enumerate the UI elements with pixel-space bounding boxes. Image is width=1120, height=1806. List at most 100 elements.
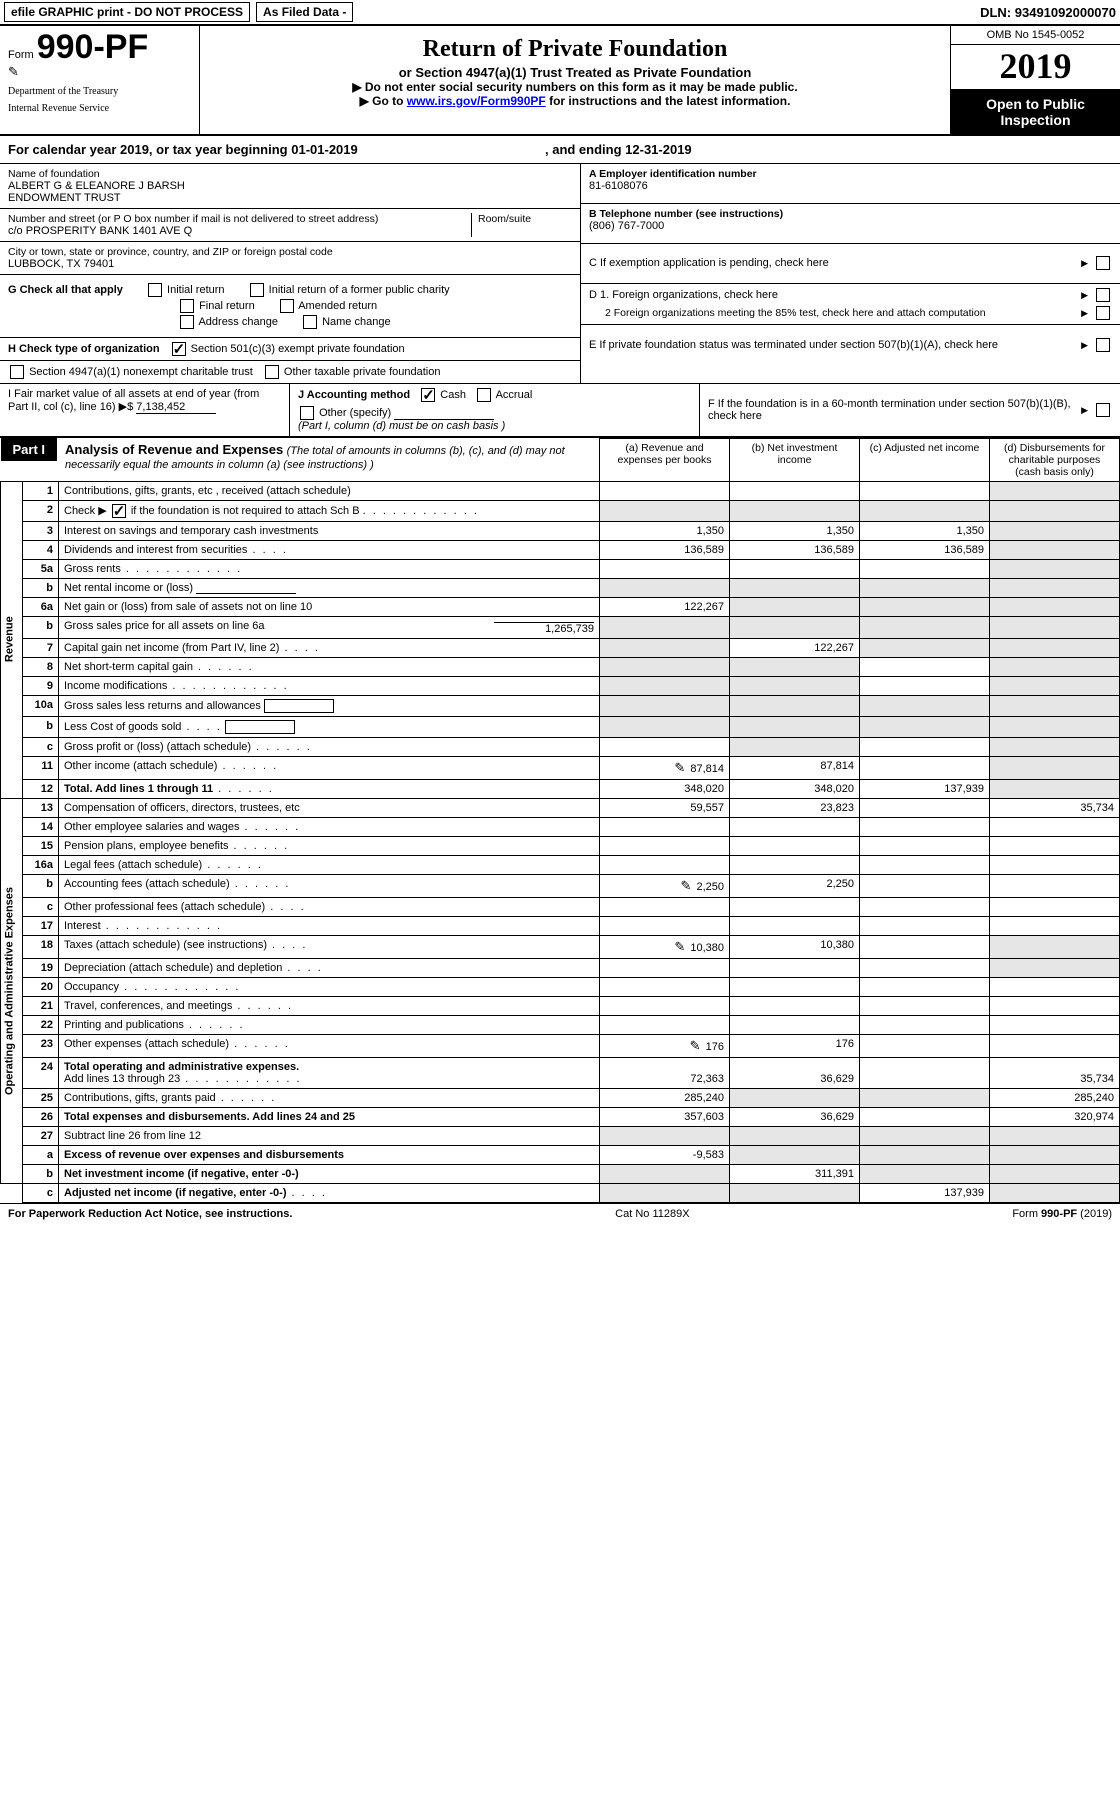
- row-desc: Income modifications: [59, 676, 600, 695]
- b-label: B Telephone number (see instructions): [589, 208, 783, 220]
- phone-cell: B Telephone number (see instructions) (8…: [581, 204, 1120, 244]
- i-label: I Fair market value of all assets at end…: [8, 388, 259, 413]
- checkbox-amended[interactable]: [280, 299, 294, 313]
- j-note: (Part I, column (d) must be on cash basi…: [298, 420, 505, 432]
- row-desc: Other employee salaries and wages: [59, 817, 600, 836]
- checkbox-c[interactable]: [1096, 256, 1110, 270]
- cell-val: 136,589: [730, 540, 860, 559]
- pen-icon[interactable]: [681, 881, 694, 893]
- row-desc: Adjusted net income (if negative, enter …: [59, 1183, 600, 1202]
- row-desc: Depreciation (attach schedule) and deple…: [59, 958, 600, 977]
- section-h: H Check type of organization Section 501…: [0, 338, 580, 361]
- city-label: City or town, state or province, country…: [8, 246, 572, 258]
- cell-val: 59,557: [600, 798, 730, 817]
- j-accrual: Accrual: [496, 389, 533, 401]
- checkbox-accrual[interactable]: [477, 388, 491, 402]
- footer-catno: Cat No 11289X: [615, 1208, 689, 1220]
- row-desc: Net gain or (loss) from sale of assets n…: [59, 597, 600, 616]
- g-opt1: Initial return: [167, 284, 224, 296]
- checkbox-d1[interactable]: [1096, 288, 1110, 302]
- row-desc: Accounting fees (attach schedule): [59, 874, 600, 897]
- f-label: F If the foundation is in a 60-month ter…: [708, 398, 1075, 422]
- irs-link[interactable]: www.irs.gov/Form990PF: [407, 94, 546, 108]
- cell-val: 1,350: [730, 521, 860, 540]
- part1-title-text: Analysis of Revenue and Expenses: [65, 442, 283, 457]
- form-word: Form: [8, 49, 34, 61]
- g-opt5: Address change: [198, 316, 278, 328]
- g-opt2: Initial return of a former public charit…: [269, 284, 450, 296]
- c-cell: C If exemption application is pending, c…: [581, 244, 1120, 284]
- e-label: E If private foundation status was termi…: [589, 339, 1075, 351]
- checkbox-4947[interactable]: [10, 365, 24, 379]
- name-label: Name of foundation: [8, 168, 572, 180]
- pen-icon[interactable]: [690, 1041, 703, 1053]
- checkbox-other-taxable[interactable]: [265, 365, 279, 379]
- foundation-name-cell: Name of foundation ALBERT G & ELEANORE J…: [0, 164, 580, 209]
- row-desc: Gross rents: [59, 559, 600, 578]
- open-inspection: Open to Public Inspection: [951, 90, 1120, 134]
- g-opt3: Final return: [199, 300, 255, 312]
- h-opt2: Section 4947(a)(1) nonexempt charitable …: [29, 366, 253, 378]
- part1-table: Part I Analysis of Revenue and Expenses …: [0, 438, 1120, 1203]
- cell-val: 35,734: [990, 1057, 1120, 1088]
- instr-pre: ▶ Go to: [360, 94, 407, 108]
- section-j: J Accounting method Cash Accrual Other (…: [290, 384, 700, 436]
- section-i: I Fair market value of all assets at end…: [0, 384, 290, 436]
- checkbox-cash[interactable]: [421, 388, 435, 402]
- section-h-row2: Section 4947(a)(1) nonexempt charitable …: [0, 361, 580, 383]
- row-desc: Interest: [59, 916, 600, 935]
- checkbox-501c3[interactable]: [172, 342, 186, 356]
- row-num: 27: [23, 1126, 59, 1145]
- row-desc: Capital gain net income (from Part IV, l…: [59, 638, 600, 657]
- row-desc: Compensation of officers, directors, tru…: [59, 798, 600, 817]
- pen-icon[interactable]: [674, 942, 687, 954]
- info-right: A Employer identification number 81-6108…: [580, 164, 1120, 383]
- r2-pre: Check ▶: [64, 505, 110, 517]
- ein-value: 81-6108076: [589, 180, 1112, 192]
- row-num: 18: [23, 935, 59, 958]
- checkbox-d2[interactable]: [1096, 306, 1110, 320]
- g-label: G Check all that apply: [8, 284, 123, 296]
- cell-val: 122,267: [600, 597, 730, 616]
- calyear-end: 12-31-2019: [625, 142, 692, 157]
- dln-value: 93491092000070: [1015, 5, 1116, 20]
- cell-val: 1,350: [860, 521, 990, 540]
- instr-link-row: ▶ Go to www.irs.gov/Form990PF for instru…: [210, 94, 940, 108]
- name-line1: ALBERT G & ELEANORE J BARSH: [8, 180, 572, 192]
- calyear-mid: , and ending: [545, 142, 625, 157]
- e-cell: E If private foundation status was termi…: [581, 325, 1120, 365]
- cell-val: 285,240: [600, 1088, 730, 1107]
- a-label: A Employer identification number: [589, 168, 757, 180]
- revenue-side-label: Revenue: [1, 481, 23, 798]
- row-desc: Dividends and interest from securities: [59, 540, 600, 559]
- row-num: 21: [23, 996, 59, 1015]
- cell-val: 35,734: [990, 798, 1120, 817]
- city-cell: City or town, state or province, country…: [0, 242, 580, 274]
- checkbox-final-return[interactable]: [180, 299, 194, 313]
- row-desc: Other expenses (attach schedule): [59, 1034, 600, 1057]
- cell-val: 122,267: [730, 638, 860, 657]
- checkbox-name-change[interactable]: [303, 315, 317, 329]
- checkbox-other-method[interactable]: [300, 406, 314, 420]
- checkbox-e[interactable]: [1096, 338, 1110, 352]
- checkbox-address-change[interactable]: [180, 315, 194, 329]
- cell-val: 36,629: [730, 1107, 860, 1126]
- cell-val: 176: [730, 1034, 860, 1057]
- calyear-begin: 01-01-2019: [291, 142, 358, 157]
- row-num: 25: [23, 1088, 59, 1107]
- h-opt1: Section 501(c)(3) exempt private foundat…: [191, 343, 405, 355]
- row-desc: Occupancy: [59, 977, 600, 996]
- checkbox-initial-return[interactable]: [148, 283, 162, 297]
- arrow-icon: [1079, 339, 1090, 351]
- row-num: 13: [23, 798, 59, 817]
- col-b-header: (b) Net investment income: [730, 438, 860, 481]
- checkbox-initial-former[interactable]: [250, 283, 264, 297]
- c-label: C If exemption application is pending, c…: [589, 257, 1075, 269]
- row-num: b: [23, 1164, 59, 1183]
- omb-number: OMB No 1545-0052: [951, 26, 1120, 45]
- row-num: b: [23, 716, 59, 737]
- checkbox-schb[interactable]: [112, 504, 126, 518]
- pen-icon[interactable]: [674, 763, 687, 775]
- cell-val: 357,603: [600, 1107, 730, 1126]
- checkbox-f[interactable]: [1096, 403, 1110, 417]
